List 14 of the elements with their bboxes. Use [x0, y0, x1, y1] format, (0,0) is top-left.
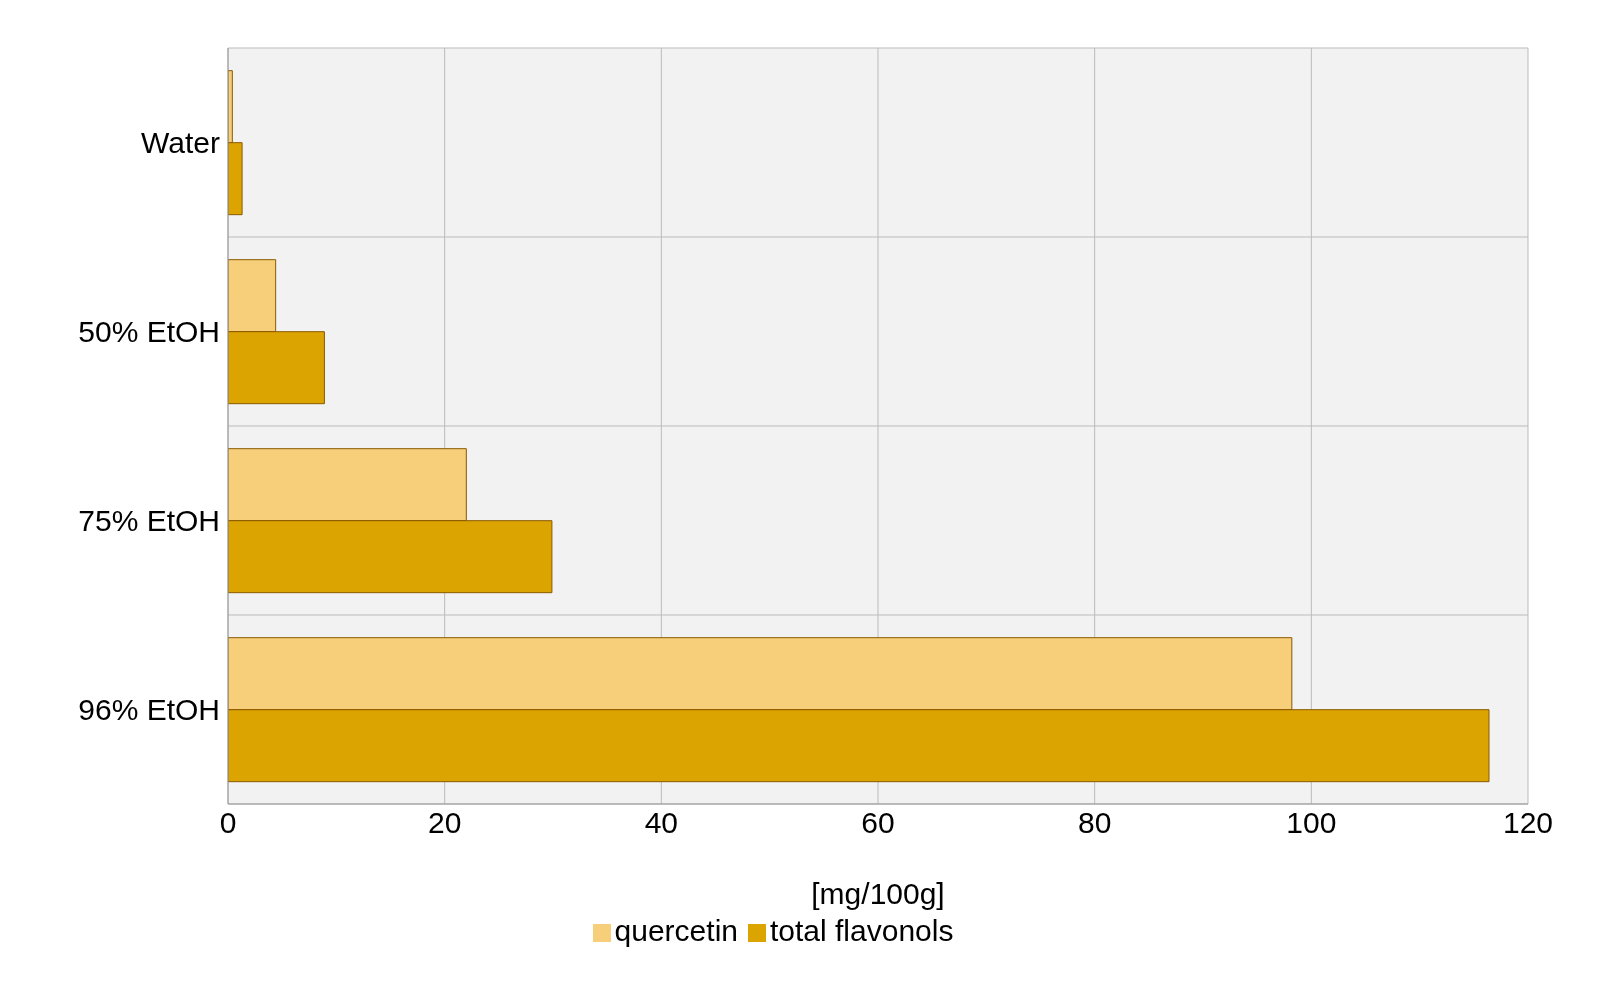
x-tick-label: 80	[1077, 806, 1112, 840]
x-tick-label: 40	[644, 806, 679, 840]
y-tick-label: 75% EtOH	[78, 504, 220, 538]
x-axis-title: [mg/100g]	[811, 877, 945, 910]
y-tick-label: Water	[141, 126, 220, 160]
legend-label: total flavonols	[769, 914, 954, 947]
x-tick-label: 100	[1286, 806, 1337, 840]
x-tick-label: 0	[219, 806, 237, 840]
x-tick-label: 60	[861, 806, 895, 840]
y-tick-label: 50% EtOH	[78, 315, 220, 349]
legend-label: quercetin	[614, 914, 738, 947]
x-tick-label: 20	[427, 806, 462, 840]
y-tick-label: 96% EtOH	[78, 693, 220, 727]
x-tick-label: 120	[1502, 806, 1554, 840]
